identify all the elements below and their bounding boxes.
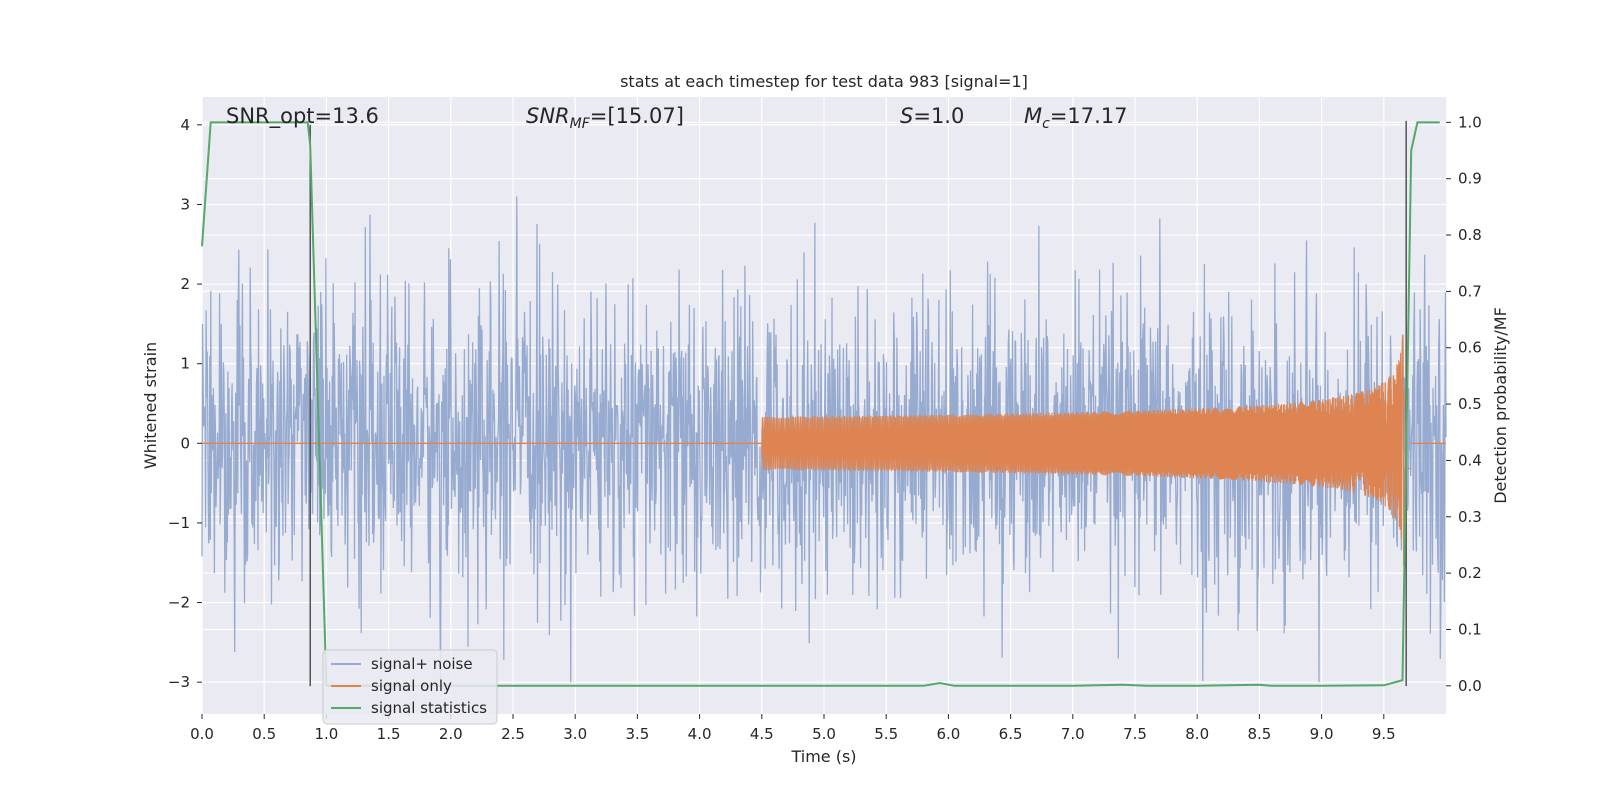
x-tick-label: 5.0 — [812, 725, 836, 743]
y-tick-label-left: 3 — [180, 195, 190, 213]
x-tick-label: 9.0 — [1310, 725, 1334, 743]
legend-label-signal-statistics: signal statistics — [371, 699, 487, 717]
x-tick-label: 7.0 — [1061, 725, 1085, 743]
y-tick-label-left: 4 — [180, 116, 190, 134]
y-tick-label-left: 2 — [180, 275, 190, 293]
y-tick-label-right: 0.6 — [1458, 339, 1482, 357]
x-tick-label: 6.0 — [936, 725, 960, 743]
y-tick-label-right: 1.0 — [1458, 113, 1482, 131]
signal-statistics-line — [201, 121, 1440, 687]
x-tick-label: 2.5 — [501, 725, 525, 743]
x-tick-label: 6.5 — [999, 725, 1023, 743]
x-tick-label: 3.5 — [625, 725, 649, 743]
series-signal-only — [202, 334, 1446, 569]
legend: signal+ noise signal only signal statist… — [322, 649, 498, 725]
y-axis-label-right: Detection probability/MF — [1491, 307, 1510, 504]
annotation-s-value: =1.0 — [913, 104, 964, 128]
y-tick-label-right: 0.7 — [1458, 282, 1482, 300]
signal-noise-line — [201, 196, 1447, 683]
x-tick-label: 0.5 — [252, 725, 276, 743]
annotation-mc: Mc=17.17 — [1024, 104, 1128, 132]
annotation-snr-mf-value: =[15.07] — [590, 104, 684, 128]
annotation-s: S=1.0 — [900, 104, 964, 128]
y-tick-label-left: −3 — [168, 673, 190, 691]
x-tick-label: 7.5 — [1123, 725, 1147, 743]
y-tick-label-right: 0.3 — [1458, 508, 1482, 526]
legend-box — [322, 649, 498, 725]
y-tick-label-left: 1 — [180, 355, 190, 373]
x-tick-label: 8.0 — [1185, 725, 1209, 743]
x-tick-label: 1.5 — [377, 725, 401, 743]
annotation-mc-value: =17.17 — [1050, 104, 1128, 128]
y-tick-label-left: −2 — [168, 594, 190, 612]
y-tick-label-left: −1 — [168, 514, 190, 532]
x-tick-label: 0.0 — [190, 725, 214, 743]
series-signal-statistics — [201, 121, 1440, 687]
x-tick-label: 1.0 — [314, 725, 338, 743]
y-tick-label-right: 0.0 — [1458, 677, 1482, 695]
y-tick-label-right: 0.2 — [1458, 564, 1482, 582]
x-tick-label: 4.0 — [688, 725, 712, 743]
annotation-snr-mf: SNRMF=[15.07] — [526, 104, 684, 132]
x-tick-label: 4.5 — [750, 725, 774, 743]
y-tick-label-right: 0.5 — [1458, 395, 1482, 413]
legend-label-signal-noise: signal+ noise — [371, 655, 473, 673]
chart-title: stats at each timestep for test data 983… — [620, 72, 1028, 91]
x-tick-label: 9.5 — [1372, 725, 1396, 743]
y-tick-label-left: 0 — [180, 434, 190, 452]
series-signal-noise — [201, 196, 1447, 683]
legend-label-signal-only: signal only — [371, 677, 452, 695]
x-tick-label: 2.0 — [439, 725, 463, 743]
tick-labels: 0.0 0.5 1.0 1.5 2.0 2.5 3.0 3.5 4.0 4.5 5.0 5.5 6.0 6… — [168, 113, 1482, 743]
signal-only-chirp — [761, 334, 1412, 569]
x-tick-label: 5.5 — [874, 725, 898, 743]
y-tick-label-right: 0.8 — [1458, 226, 1482, 244]
y-axis-label-left: Whitened strain — [141, 342, 160, 469]
annotation-snr-opt: SNR_opt=13.6 — [226, 104, 379, 129]
x-tick-label: 8.5 — [1247, 725, 1271, 743]
y-tick-label-right: 0.9 — [1458, 170, 1482, 188]
x-axis-label: Time (s) — [790, 747, 856, 766]
x-tick-label: 3.0 — [563, 725, 587, 743]
y-tick-label-right: 0.1 — [1458, 620, 1482, 638]
y-tick-label-right: 0.4 — [1458, 451, 1482, 469]
